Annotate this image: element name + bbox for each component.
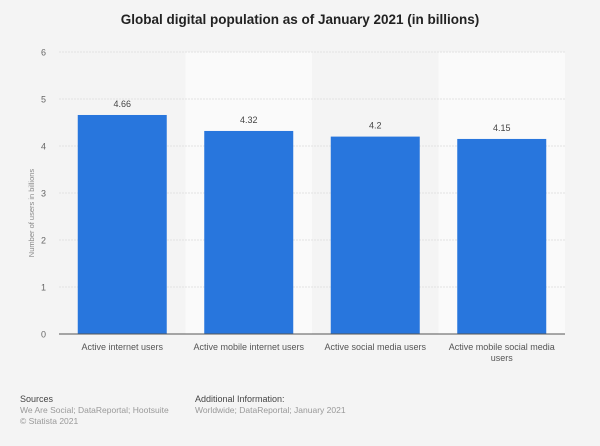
data-label: 4.66 — [113, 99, 131, 109]
additional-info-text: Worldwide; DataReportal; January 2021 — [195, 405, 346, 415]
bar — [204, 130, 294, 334]
y-tick-label: 6 — [41, 48, 46, 58]
bar — [457, 138, 547, 334]
y-tick-label: 5 — [41, 95, 46, 105]
x-tick-label: Active social media users — [324, 342, 426, 352]
y-axis-label: Number of users in billions — [27, 169, 36, 258]
additional-info-block: Additional Information: Worldwide; DataR… — [195, 394, 346, 416]
y-tick-label: 3 — [41, 189, 46, 199]
sources-block: Sources We Are Social; DataReportal; Hoo… — [20, 394, 169, 427]
bar — [77, 114, 167, 334]
bar — [330, 136, 420, 334]
x-tick-label: users — [491, 353, 514, 363]
additional-info-heading: Additional Information: — [195, 394, 285, 404]
sources-heading: Sources — [20, 394, 54, 404]
chart-title: Global digital population as of January … — [120, 12, 480, 27]
y-tick-label: 1 — [41, 283, 46, 293]
data-label: 4.32 — [240, 115, 258, 125]
x-tick-label: Active mobile social media — [449, 342, 555, 352]
copyright-text: © Statista 2021 — [20, 416, 79, 426]
data-label: 4.2 — [369, 121, 382, 131]
x-tick-label: Active internet users — [81, 342, 163, 352]
y-tick-label: 0 — [41, 330, 46, 340]
sources-text: We Are Social; DataReportal; Hootsuite — [20, 405, 169, 415]
data-label: 4.15 — [493, 123, 511, 133]
x-tick-label: Active mobile internet users — [193, 342, 304, 352]
y-tick-label: 4 — [41, 142, 46, 152]
bar-chart: 0 1 2 3 4 5 6 Number of users in billions 4.66 Ac… — [27, 48, 565, 363]
y-tick-label: 2 — [41, 236, 46, 246]
